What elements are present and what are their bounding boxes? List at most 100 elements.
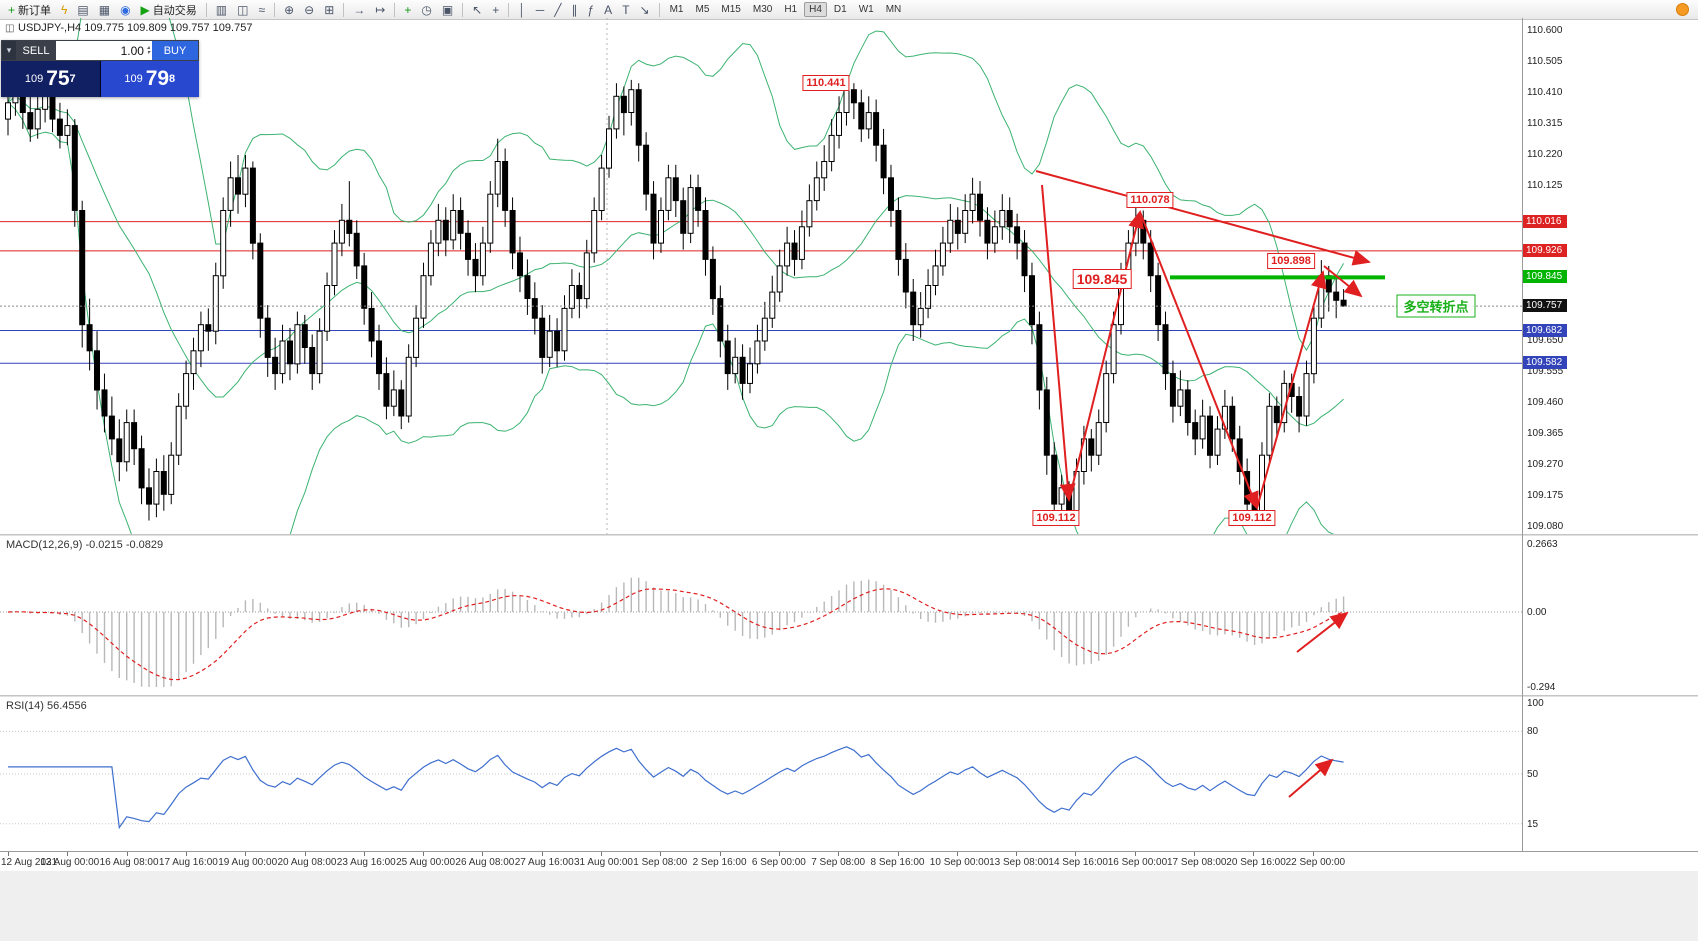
label-icon[interactable]: T <box>618 1 633 18</box>
volume-up-icon[interactable]: ▴ <box>146 44 150 51</box>
price-tag[interactable]: 109.898 <box>1267 253 1315 269</box>
timeframe-h4-button[interactable]: H4 <box>804 2 827 17</box>
trendline-icon[interactable]: ╱ <box>550 1 565 18</box>
time-axis-label: 7 Sep 08:00 <box>811 857 866 868</box>
price-tag[interactable]: 110.441 <box>802 75 850 91</box>
market-watch-icon[interactable]: ▤ <box>73 1 92 18</box>
periods-icon[interactable]: ◷ <box>417 1 435 18</box>
price-line-badge: 109.682 <box>1523 323 1567 337</box>
cursor-icon[interactable]: ↖ <box>468 1 486 18</box>
cursor-icon-glyph: ↖ <box>472 2 483 17</box>
price-axis-label: 109.365 <box>1527 428 1564 439</box>
timeframe-mn-button[interactable]: MN <box>885 4 902 15</box>
time-axis-label: 16 Aug 08:00 <box>99 857 159 868</box>
price-axis-label: 110.315 <box>1527 118 1563 129</box>
volume-down-icon[interactable]: ▾ <box>146 49 150 56</box>
new-order-button[interactable]: + 新订单 <box>4 1 55 18</box>
pane-separator[interactable] <box>0 534 1698 536</box>
timeframe-w1-button[interactable]: W1 <box>858 4 874 15</box>
sell-price-sup: 7 <box>69 73 76 85</box>
zoom-in-icon[interactable]: ⊕ <box>280 1 298 18</box>
price-axis-label: 110.600 <box>1527 25 1563 36</box>
time-axis-tick <box>185 852 187 856</box>
time-axis-label: 16 Sep 00:00 <box>1107 857 1168 868</box>
notification-badge[interactable] <box>1676 3 1689 16</box>
navigator-icon-glyph: ◉ <box>120 2 131 17</box>
turning-point-note[interactable]: 多空转折点 <box>1396 294 1476 318</box>
periods-icon-glyph: ◷ <box>421 2 432 17</box>
time-axis[interactable]: 12 Aug 2021 13 Aug 00:00 16 Aug 08:00 17 Au… <box>0 851 1698 871</box>
rsi-pane[interactable] <box>0 697 1522 851</box>
market-watch-icon-glyph: ▤ <box>77 2 89 17</box>
channel-icon-glyph: ∥ <box>571 2 578 17</box>
time-axis-label: 22 Sep 00:00 <box>1285 857 1346 868</box>
pane-separator[interactable] <box>0 695 1698 697</box>
price-axis-label: 110.220 <box>1527 149 1563 160</box>
volume-steppers[interactable]: ▴ ▾ <box>146 44 150 56</box>
macd-pane[interactable] <box>0 536 1522 695</box>
timeframe-m30-button[interactable]: M30 <box>752 4 773 15</box>
time-axis-tick <box>541 852 543 856</box>
time-axis-label: 31 Aug 00:00 <box>574 857 633 868</box>
time-axis-tick <box>1253 852 1255 856</box>
horizontal-line-icon-glyph: ─ <box>535 2 545 17</box>
lightning-icon-glyph: ϟ <box>61 2 68 17</box>
macd-scale-label: -0.294 <box>1527 682 1556 693</box>
sell-price-tile[interactable]: 109 75 7 <box>1 61 100 97</box>
timeframe-d1-button[interactable]: D1 <box>833 4 847 15</box>
timeframe-m15-button[interactable]: M15 <box>721 4 741 15</box>
candlestick-chart-icon[interactable]: ◫ <box>233 1 252 18</box>
lightning-icon[interactable]: ϟ <box>57 1 71 18</box>
price-line-badge: 109.757 <box>1523 299 1567 313</box>
time-axis-tick <box>245 852 247 856</box>
buy-price-prefix: 109 <box>124 73 143 85</box>
buy-button[interactable]: BUY <box>152 41 198 60</box>
new-order-glyph: + <box>8 2 16 17</box>
fibonacci-icon-glyph: ƒ <box>587 2 595 17</box>
text-icon[interactable]: A <box>600 1 616 18</box>
price-tag[interactable]: 109.112 <box>1032 510 1080 526</box>
bar-chart-icon-glyph: ▥ <box>215 2 228 17</box>
data-window-icon[interactable]: ▦ <box>95 1 114 18</box>
channel-icon[interactable]: ∥ <box>567 1 581 18</box>
tile-windows-icon-glyph: ⊞ <box>324 2 335 17</box>
buy-price-tile[interactable]: 109 79 8 <box>100 61 199 97</box>
main-chart-canvas[interactable] <box>0 18 1522 534</box>
time-axis-label: 10 Sep 00:00 <box>929 857 990 868</box>
navigator-icon[interactable]: ◉ <box>116 1 134 18</box>
time-axis-tick <box>1075 852 1077 856</box>
time-axis-tick <box>126 852 128 856</box>
macd-scale-label: 0.2663 <box>1527 539 1558 550</box>
rsi-scale-label: 50 <box>1527 769 1539 780</box>
timeframe-h1-button[interactable]: H1 <box>784 4 798 15</box>
horizontal-line-icon[interactable]: ─ <box>532 1 549 18</box>
volume-input[interactable]: 1.00 ▴ ▾ <box>56 41 152 60</box>
time-axis-tick <box>778 852 780 856</box>
buy-price-sup: 8 <box>169 73 176 85</box>
line-chart-icon[interactable]: ≈ <box>254 1 269 18</box>
arrows-icon[interactable]: ↘ <box>636 1 654 18</box>
indicators-icon[interactable]: + <box>400 1 415 18</box>
auto-trading-button[interactable]: ▶ 自动交易 <box>137 1 201 18</box>
auto-scroll-icon[interactable]: → <box>349 1 369 18</box>
panel-collapse-caret[interactable]: ▾ <box>2 41 16 60</box>
zoom-out-icon[interactable]: ⊖ <box>300 1 318 18</box>
timeframe-m5-button[interactable]: M5 <box>695 4 710 15</box>
templates-icon[interactable]: ▣ <box>438 1 457 18</box>
price-axis-label: 109.080 <box>1527 521 1564 532</box>
bar-chart-icon[interactable]: ▥ <box>212 1 231 18</box>
price-tag[interactable]: 109.112 <box>1228 510 1276 526</box>
macd-scale-label: 0.00 <box>1527 606 1547 618</box>
toolbar-separator <box>274 2 276 17</box>
price-tag[interactable]: 109.845 <box>1072 269 1132 289</box>
fibonacci-icon[interactable]: ƒ <box>583 1 598 18</box>
rsi-label: RSI(14) 56.4556 <box>6 700 87 712</box>
vertical-line-icon[interactable]: │ <box>514 1 530 18</box>
sell-button[interactable]: SELL <box>16 41 56 60</box>
zoom-in-icon-glyph: ⊕ <box>284 2 295 17</box>
tile-windows-icon[interactable]: ⊞ <box>320 1 338 18</box>
timeframe-m1-button[interactable]: M1 <box>669 4 684 15</box>
chart-shift-icon[interactable]: ↦ <box>371 1 389 18</box>
crosshair-icon[interactable]: + <box>488 1 503 18</box>
price-tag[interactable]: 110.078 <box>1126 192 1174 208</box>
